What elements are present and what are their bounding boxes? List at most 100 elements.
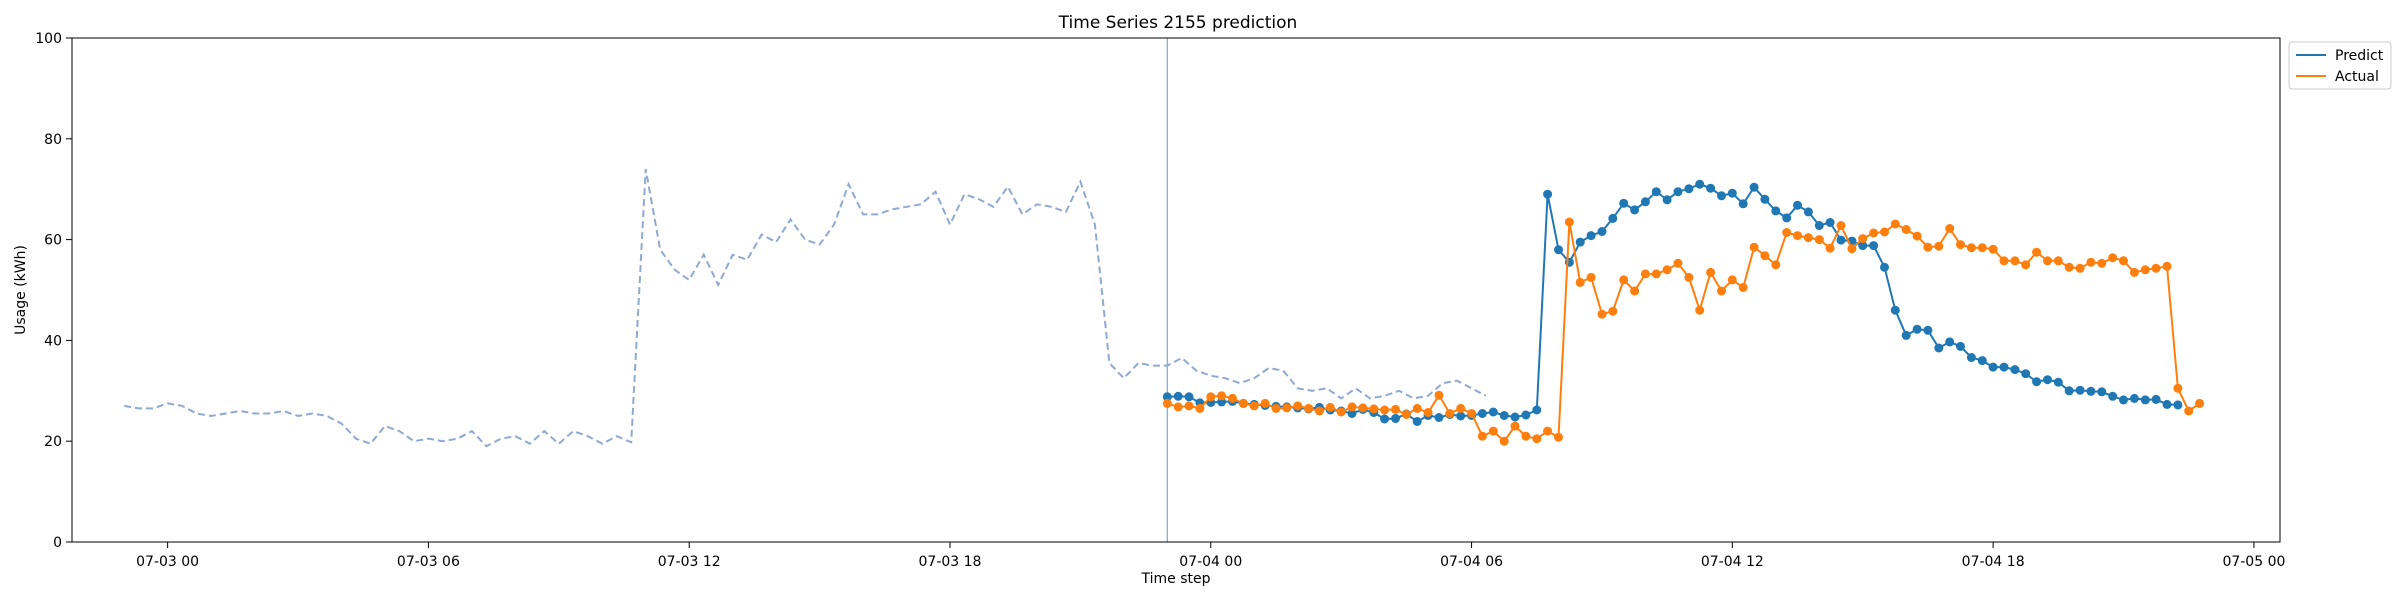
actual-point <box>1608 306 1618 316</box>
actual-point <box>1358 403 1368 413</box>
actual-point <box>1934 241 1944 251</box>
predict-point <box>1717 191 1726 201</box>
actual-point <box>1869 228 1879 238</box>
predict-point <box>1803 207 1813 217</box>
predict-point <box>1184 392 1194 402</box>
x-tick-label: 07-04 00 <box>1179 554 1242 570</box>
x-axis-title: Time step <box>1141 571 1211 587</box>
predict-point <box>2108 391 2118 401</box>
actual-point <box>1706 267 1716 277</box>
predict-point <box>1934 343 1944 353</box>
legend-box <box>2288 41 2392 90</box>
actual-point <box>1793 231 1802 241</box>
actual-point <box>1586 272 1596 282</box>
predict-point <box>2053 377 2063 387</box>
predict-point <box>1749 182 1759 192</box>
predict-point <box>1814 221 1824 230</box>
actual-point <box>1673 258 1683 268</box>
actual-point <box>2010 256 2020 266</box>
predict-point <box>2010 365 2020 375</box>
predict-point <box>1608 213 1618 223</box>
predict-point <box>1977 356 1987 366</box>
actual-point <box>1977 243 1987 253</box>
actual-point <box>2162 261 2172 271</box>
actual-point <box>2053 256 2063 266</box>
actual-point <box>1782 228 1792 237</box>
actual-point <box>1640 269 1650 279</box>
actual-point <box>1401 410 1411 419</box>
predict-point <box>1532 405 1542 415</box>
actual-point <box>1336 407 1346 417</box>
actual-point <box>2064 262 2074 272</box>
predict-point <box>1956 341 1965 351</box>
predict-point <box>2173 400 2183 410</box>
predict-point <box>1727 188 1737 198</box>
actual-point <box>1217 391 1227 401</box>
predict-point <box>1488 407 1498 417</box>
predict-point <box>1543 189 1553 199</box>
actual-point <box>1347 402 1357 412</box>
actual-point <box>1912 231 1922 241</box>
actual-point <box>1293 401 1303 411</box>
predict-point <box>2162 399 2172 409</box>
actual-point <box>2021 260 2031 270</box>
actual-point <box>2032 247 2042 257</box>
actual-point <box>1282 403 1292 413</box>
actual-point <box>1369 404 1379 414</box>
actual-point <box>1662 265 1672 275</box>
actual-point <box>1434 390 1444 400</box>
actual-point <box>1771 260 1781 270</box>
predict-point <box>1988 362 1998 372</box>
actual-point <box>1304 403 1314 413</box>
actual-point <box>1803 233 1813 243</box>
y-tick-label: 100 <box>35 31 62 47</box>
predict-point <box>2119 395 2128 405</box>
predict-point <box>1597 227 1607 236</box>
actual-point <box>1717 286 1726 296</box>
actual-point <box>1564 217 1574 227</box>
x-tick-label: 07-05 00 <box>2222 554 2285 570</box>
predict-point <box>1477 409 1487 418</box>
actual-point <box>1966 243 1976 253</box>
predict-point <box>1391 414 1400 423</box>
actual-point <box>1510 421 1520 431</box>
predict-point <box>1901 330 1911 340</box>
predict-point <box>1586 231 1596 241</box>
actual-point <box>1477 431 1487 441</box>
x-tick-label: 07-04 12 <box>1701 554 1764 570</box>
predict-point <box>1793 200 1802 210</box>
predict-point <box>1173 391 1183 401</box>
predict-point <box>1999 362 2009 372</box>
actual-point <box>2129 267 2139 277</box>
predict-point <box>1434 413 1444 422</box>
actual-point <box>1890 219 1900 229</box>
legend-actual-label: Actual <box>2335 69 2379 85</box>
y-axis: 0 20 40 60 80 100 <box>35 31 72 551</box>
actual-point <box>1999 256 2009 266</box>
x-tick-label: 07-03 00 <box>136 554 199 570</box>
predict-point <box>1836 235 1846 245</box>
actual-point <box>1380 405 1390 415</box>
actual-point <box>2151 263 2161 273</box>
actual-point <box>1499 436 1509 446</box>
predict-point <box>1912 324 1922 334</box>
actual-point <box>1858 234 1868 244</box>
predict-point <box>1575 237 1585 247</box>
actual-point <box>1521 431 1531 441</box>
predict-point <box>1890 305 1900 315</box>
predict-point <box>1825 218 1835 227</box>
predict-point <box>2032 377 2042 387</box>
predict-point <box>2086 386 2096 396</box>
actual-point <box>1956 240 1965 250</box>
actual-point <box>1651 269 1661 279</box>
actual-point <box>2119 256 2128 266</box>
actual-point <box>1760 251 1770 261</box>
predict-point <box>2097 387 2107 397</box>
actual-point <box>1814 235 1824 245</box>
predict-point <box>1738 199 1748 209</box>
predict-point <box>1945 337 1955 347</box>
actual-point <box>1249 401 1259 411</box>
actual-point <box>1162 398 1172 408</box>
actual-point <box>1391 404 1400 414</box>
actual-point <box>1945 224 1955 233</box>
